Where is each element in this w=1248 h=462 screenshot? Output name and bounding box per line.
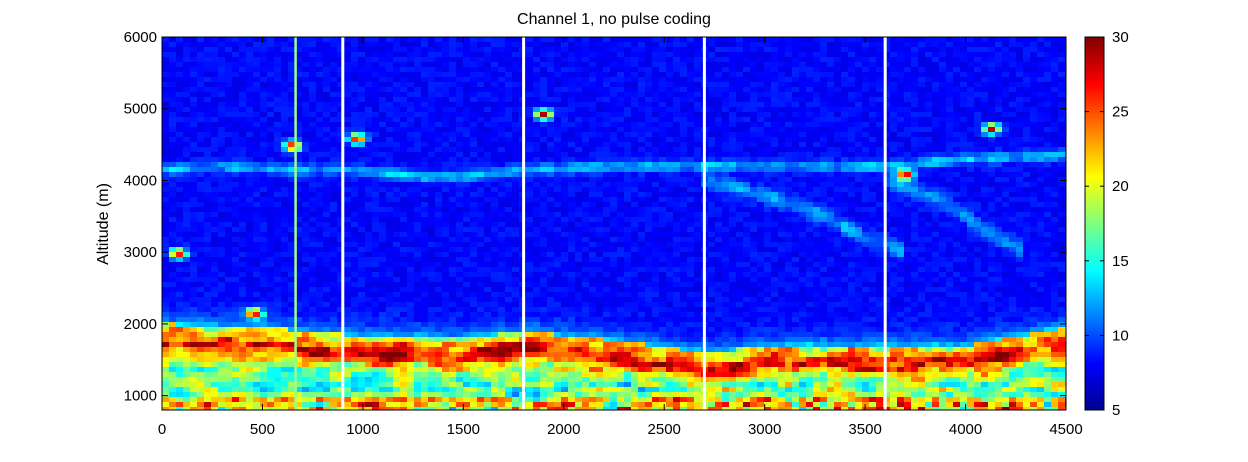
plot-frame: [161, 36, 1067, 411]
x-tick-label: 500: [250, 421, 275, 438]
chart-title: Channel 1, no pulse coding: [517, 11, 711, 28]
colorbar-tick-label: 10: [1112, 327, 1129, 344]
x-tick-label: 1000: [346, 421, 379, 438]
x-tick-label: 0: [158, 421, 166, 438]
x-tick-label: 4500: [1049, 421, 1082, 438]
plot-area: 0 500 1000 1500 2000 2500 3000 3500 4000 4500 100…: [124, 29, 1083, 438]
y-tick-label: 2000: [124, 316, 157, 333]
y-tick-label: 1000: [124, 388, 157, 405]
x-tick-label: 2000: [547, 421, 580, 438]
colorbar-tick-label: 25: [1112, 104, 1129, 121]
y-tick-label: 3000: [124, 244, 157, 261]
colorbar-tick-label: 30: [1112, 29, 1129, 46]
y-tick-label: 5000: [124, 101, 157, 118]
separator-lines: [294, 37, 887, 410]
colorbar-tick-label: 5: [1112, 402, 1120, 419]
x-tick-label: 1500: [447, 421, 480, 438]
colorbar-ticks: 5 10 15 20 25 30: [1085, 29, 1129, 419]
x-tick-label: 3500: [848, 421, 881, 438]
colorbar-gradient: [1084, 36, 1105, 411]
x-tick-label: 2500: [648, 421, 681, 438]
y-axis-label: Altitude (m): [95, 183, 112, 265]
x-tick-label: 3000: [748, 421, 781, 438]
heatmap-layer: [162, 37, 1066, 410]
y-tick-label: 6000: [124, 29, 157, 46]
y-axis: 1000 2000 3000 4000 5000 6000: [124, 29, 1066, 405]
colorbar: 5 10 15 20 25 30: [1084, 29, 1129, 419]
colorbar-tick-label: 15: [1112, 253, 1129, 270]
colorbar-tick-label: 20: [1112, 178, 1129, 195]
x-axis: 0 500 1000 1500 2000 2500 3000 3500 4000 4500: [158, 37, 1083, 438]
y-tick-label: 4000: [124, 172, 157, 189]
x-tick-label: 4000: [949, 421, 982, 438]
